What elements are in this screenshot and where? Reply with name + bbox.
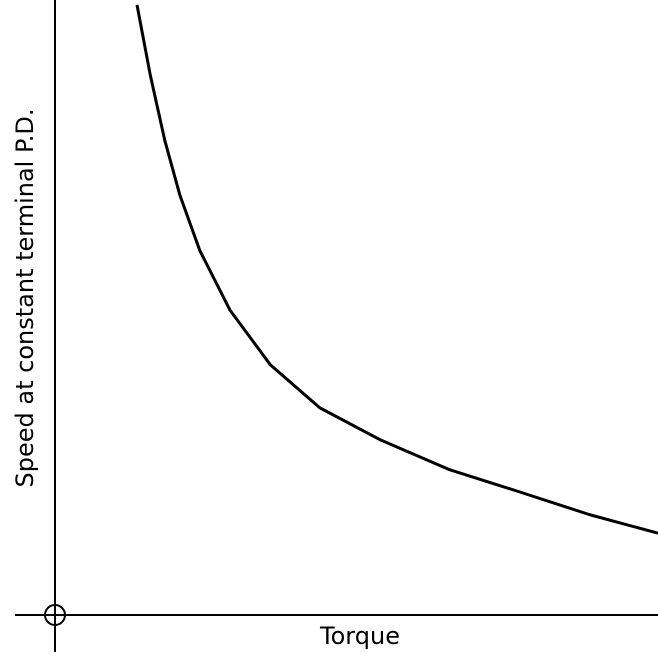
curve (135, 4, 658, 535)
y-axis-label: Speed at constant terminal P.D. (11, 109, 39, 488)
origin-marker (44, 604, 66, 626)
x-axis-label: Torque (319, 622, 400, 650)
